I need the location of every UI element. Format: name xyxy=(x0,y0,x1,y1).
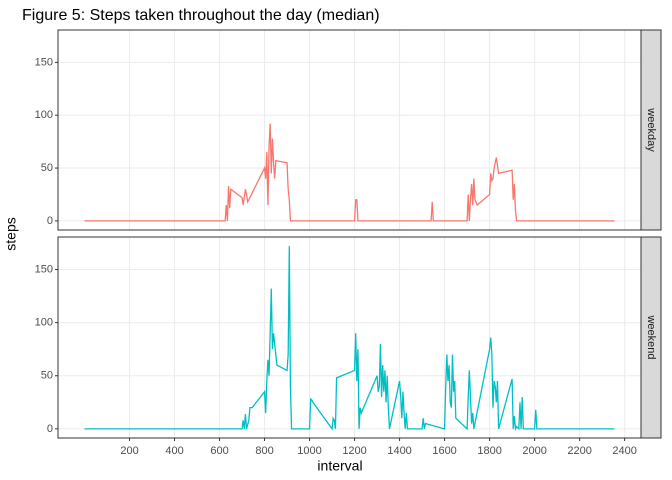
y-tick-label: 150 xyxy=(35,263,53,275)
data-line xyxy=(84,246,615,432)
x-tick-label: 1400 xyxy=(387,445,411,457)
x-tick-label: 600 xyxy=(210,445,228,457)
y-tick-label: 0 xyxy=(47,423,53,435)
y-tick-label: 0 xyxy=(47,215,53,227)
y-tick-label: 100 xyxy=(35,317,53,329)
facet-strip xyxy=(640,29,662,231)
x-tick-label: 800 xyxy=(255,445,273,457)
panel-background xyxy=(58,30,641,230)
x-tick-label: 2400 xyxy=(612,445,636,457)
x-tick-label: 1000 xyxy=(297,445,321,457)
y-tick-label: 100 xyxy=(35,109,53,121)
x-tick-label: 1600 xyxy=(432,445,456,457)
facet-strip xyxy=(640,236,662,439)
x-tick-label: 1800 xyxy=(477,445,501,457)
facet-label: weekend xyxy=(645,314,657,359)
y-tick-label: 50 xyxy=(41,162,53,174)
x-tick-label: 1200 xyxy=(342,445,366,457)
data-line xyxy=(84,123,615,222)
panel-background xyxy=(58,237,641,438)
x-tick-label: 200 xyxy=(120,445,138,457)
facet-label: weekday xyxy=(645,107,657,152)
y-tick-label: 150 xyxy=(35,56,53,68)
x-tick-label: 2000 xyxy=(522,445,546,457)
y-tick-label: 50 xyxy=(41,370,53,382)
x-tick-label: 400 xyxy=(165,445,183,457)
x-axis-label: interval xyxy=(317,458,362,474)
chart-title: Figure 5: Steps taken throughout the day… xyxy=(22,7,380,24)
x-tick-label: 2200 xyxy=(567,445,591,457)
y-axis-label: steps xyxy=(3,217,19,250)
